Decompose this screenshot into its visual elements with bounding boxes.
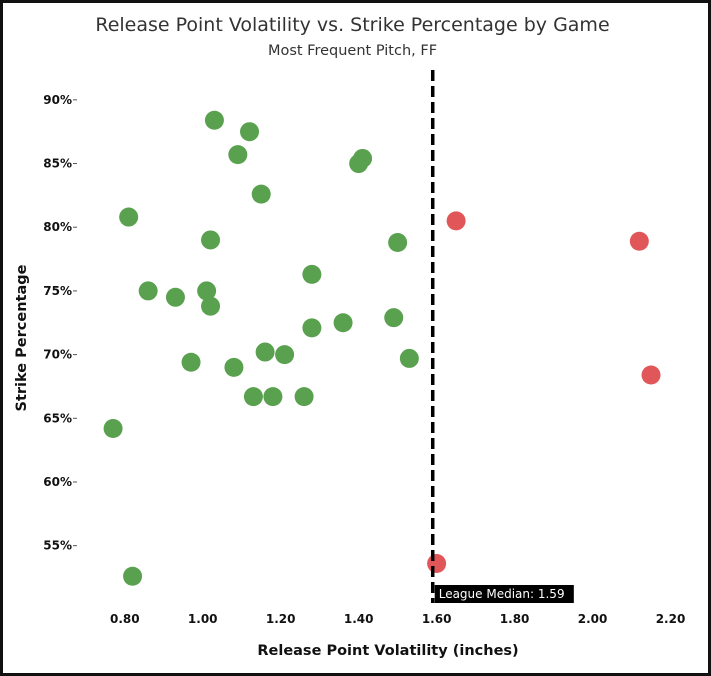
- y-tick-label: 70%: [43, 348, 72, 362]
- point-below-median: [228, 145, 248, 165]
- point-above-median: [641, 365, 661, 385]
- point-below-median: [388, 233, 408, 253]
- y-tick-label: 60%: [43, 475, 72, 489]
- point-below-median: [349, 154, 369, 174]
- x-tick-label: 0.80: [110, 612, 140, 626]
- point-below-median: [138, 281, 158, 301]
- point-above-median: [427, 554, 447, 574]
- point-below-median: [201, 296, 221, 316]
- point-below-median: [275, 345, 295, 365]
- point-below-median: [251, 184, 271, 204]
- y-tick-label: 85%: [43, 157, 72, 171]
- point-below-median: [302, 318, 322, 338]
- point-below-median: [181, 352, 201, 372]
- x-tick-label: 2.20: [656, 612, 686, 626]
- y-axis: 55% 60% 65% 70% 75% 80% 85% 90%: [43, 93, 77, 553]
- point-below-median: [119, 207, 139, 227]
- point-below-median: [201, 230, 221, 250]
- point-below-median: [263, 387, 283, 407]
- point-above-median: [629, 231, 649, 251]
- league-median-line: League Median: 1.59: [430, 70, 574, 603]
- x-tick-label: 1.00: [188, 612, 218, 626]
- point-below-median: [240, 122, 260, 142]
- y-tick-label: 65%: [43, 411, 72, 425]
- point-below-median: [255, 342, 275, 362]
- x-tick-label: 1.20: [266, 612, 296, 626]
- point-below-median: [103, 418, 123, 438]
- point-below-median: [333, 313, 353, 333]
- point-below-median: [294, 387, 314, 407]
- y-axis-title: Strike Percentage: [14, 264, 30, 411]
- point-below-median: [302, 264, 322, 284]
- point-below-median: [197, 281, 217, 301]
- y-tick-label: 80%: [43, 220, 72, 234]
- point-below-median: [224, 357, 244, 377]
- chart-subtitle: Most Frequent Pitch, FF: [267, 43, 438, 59]
- point-below-median: [399, 348, 419, 368]
- chart-title: Release Point Volatility vs. Strike Perc…: [95, 14, 610, 36]
- point-below-median: [165, 287, 185, 307]
- point-below-median: [384, 308, 404, 328]
- point-below-median: [123, 566, 143, 586]
- x-tick-label: 1.40: [344, 612, 374, 626]
- x-tick-label: 1.60: [422, 612, 452, 626]
- y-tick-label: 55%: [43, 539, 72, 553]
- point-above-median: [446, 211, 466, 231]
- median-label: League Median: 1.59: [439, 587, 565, 601]
- x-axis: 0.80 1.00 1.20 1.40 1.60 1.80 2.00 2.20: [110, 612, 685, 626]
- x-axis-title: Release Point Volatility (inches): [257, 643, 518, 659]
- data-points: [103, 110, 661, 586]
- x-tick-label: 1.80: [500, 612, 530, 626]
- point-below-median: [204, 110, 224, 130]
- median-label-box: [434, 585, 574, 603]
- point-below-median: [243, 387, 263, 407]
- y-tick-label: 90%: [43, 93, 72, 107]
- y-tick-label: 75%: [43, 284, 72, 298]
- x-tick-label: 2.00: [578, 612, 608, 626]
